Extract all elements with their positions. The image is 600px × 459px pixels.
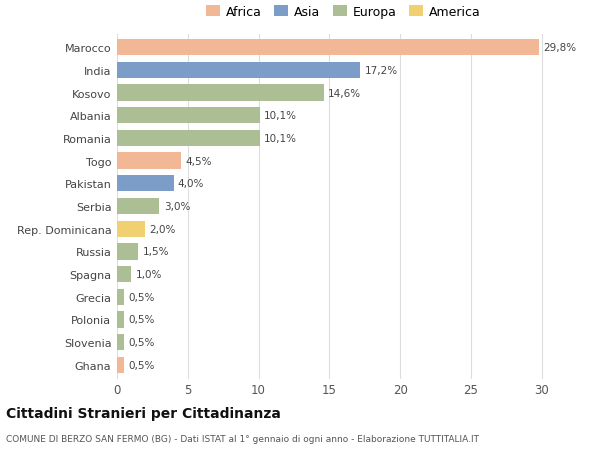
Bar: [117, 108, 260, 124]
Bar: [117, 312, 124, 328]
Bar: [117, 198, 160, 215]
Bar: [117, 221, 145, 237]
Bar: [117, 244, 138, 260]
Text: 14,6%: 14,6%: [328, 88, 361, 98]
Text: 0,5%: 0,5%: [128, 292, 155, 302]
Text: 0,5%: 0,5%: [128, 315, 155, 325]
Text: 4,5%: 4,5%: [185, 156, 211, 166]
Bar: [117, 289, 124, 305]
Text: 10,1%: 10,1%: [264, 134, 297, 144]
Text: 17,2%: 17,2%: [365, 66, 398, 76]
Text: Cittadini Stranieri per Cittadinanza: Cittadini Stranieri per Cittadinanza: [6, 406, 281, 420]
Text: COMUNE DI BERZO SAN FERMO (BG) - Dati ISTAT al 1° gennaio di ogni anno - Elabora: COMUNE DI BERZO SAN FERMO (BG) - Dati IS…: [6, 434, 479, 443]
Text: 3,0%: 3,0%: [164, 202, 190, 212]
Text: 10,1%: 10,1%: [264, 111, 297, 121]
Bar: [117, 130, 260, 147]
Text: 1,5%: 1,5%: [142, 247, 169, 257]
Bar: [117, 266, 131, 283]
Bar: [117, 85, 323, 101]
Text: 2,0%: 2,0%: [149, 224, 176, 234]
Bar: [117, 40, 539, 56]
Text: 4,0%: 4,0%: [178, 179, 204, 189]
Bar: [117, 153, 181, 169]
Text: 0,5%: 0,5%: [128, 360, 155, 370]
Text: 29,8%: 29,8%: [543, 43, 576, 53]
Legend: Africa, Asia, Europa, America: Africa, Asia, Europa, America: [203, 3, 484, 21]
Bar: [117, 176, 173, 192]
Bar: [117, 334, 124, 351]
Bar: [117, 357, 124, 373]
Bar: [117, 62, 361, 79]
Text: 0,5%: 0,5%: [128, 337, 155, 347]
Text: 1,0%: 1,0%: [136, 269, 162, 280]
